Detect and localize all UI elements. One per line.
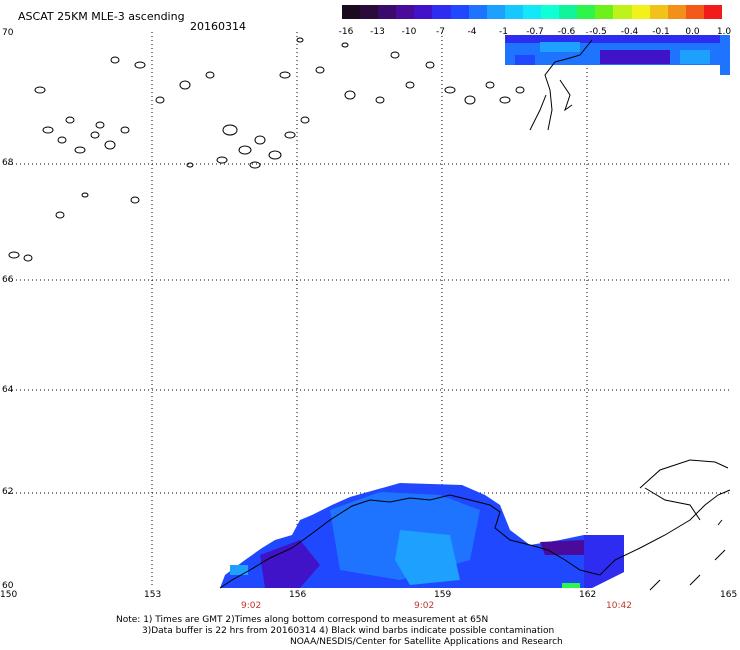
lat-label-60: 60 xyxy=(2,581,14,591)
time-label-1: 9:02 xyxy=(241,601,262,611)
lat-label-62: 62 xyxy=(2,487,14,497)
colorbar-swatch xyxy=(613,5,632,19)
lon-label-165: 165 xyxy=(720,590,738,600)
colorbar-swatch xyxy=(522,5,542,19)
scatter-outlines xyxy=(8,37,525,262)
colorbar-tick-label: 0.0 xyxy=(685,27,700,37)
colorbar-swatch xyxy=(559,5,578,19)
lat-label-64: 64 xyxy=(2,385,14,395)
colorbar-tick-label: 1.0 xyxy=(716,27,732,37)
lon-label-159: 159 xyxy=(434,590,452,600)
colorbar-swatch xyxy=(450,5,469,19)
map-date: 20160314 xyxy=(190,20,246,33)
top-swath xyxy=(505,35,730,75)
colorbar-swatch xyxy=(685,5,704,19)
colorbar-tick-label: -7 xyxy=(436,27,445,37)
colorbar-swatch xyxy=(577,5,596,19)
map-title: ASCAT 25KM MLE-3 ascending xyxy=(18,10,185,23)
lon-label-153: 153 xyxy=(144,590,162,600)
note-line-1: Note: 1) Times are GMT 2)Times along bot… xyxy=(116,615,489,625)
colorbar-swatch xyxy=(541,5,560,19)
lon-label-162: 162 xyxy=(579,590,597,600)
colorbar-swatch xyxy=(468,5,487,19)
colorbar-tick-label: -0.6 xyxy=(557,27,576,37)
lat-label-68: 68 xyxy=(2,158,14,168)
colorbar-swatch xyxy=(649,5,668,19)
colorbar xyxy=(342,5,722,19)
colorbar-tick-label: -1 xyxy=(499,27,508,37)
colorbar-tick-label: -0.4 xyxy=(620,27,639,37)
bottom-swath xyxy=(220,483,624,588)
colorbar-tick-label: -0.7 xyxy=(526,27,544,37)
colorbar-swatch xyxy=(631,5,650,19)
colorbar-tick-label: -10 xyxy=(401,27,417,37)
colorbar-swatch xyxy=(667,5,686,19)
colorbar-swatch xyxy=(703,5,722,19)
colorbar-swatch xyxy=(486,5,505,19)
time-label-2: 9:02 xyxy=(414,601,435,611)
note-line-2: 3)Data buffer is 22 hrs from 20160314 4)… xyxy=(142,626,555,636)
colorbar-swatch xyxy=(396,5,415,19)
colorbar-swatch xyxy=(378,5,397,19)
colorbar-tick-label: -13 xyxy=(370,27,385,37)
colorbar-tick-label: -4 xyxy=(467,27,477,37)
lat-label-70: 70 xyxy=(2,28,14,38)
colorbar-swatch xyxy=(342,5,361,19)
note-line-3: NOAA/NESDIS/Center for Satellite Applica… xyxy=(290,637,563,647)
colorbar-swatch xyxy=(504,5,523,19)
lon-label-156: 156 xyxy=(289,590,307,600)
colorbar-swatch xyxy=(414,5,433,19)
colorbar-tick-label: -0.5 xyxy=(589,27,607,37)
colorbar-swatch xyxy=(360,5,379,19)
colorbar-tick-label: -16 xyxy=(338,27,354,37)
coastlines xyxy=(219,39,731,591)
lon-label-150: 150 xyxy=(0,590,18,600)
colorbar-swatch xyxy=(595,5,614,19)
colorbar-swatch xyxy=(432,5,451,19)
colorbar-tick-label: -0.1 xyxy=(652,27,670,37)
time-label-3: 10:42 xyxy=(606,601,632,611)
lat-label-66: 66 xyxy=(2,275,14,285)
